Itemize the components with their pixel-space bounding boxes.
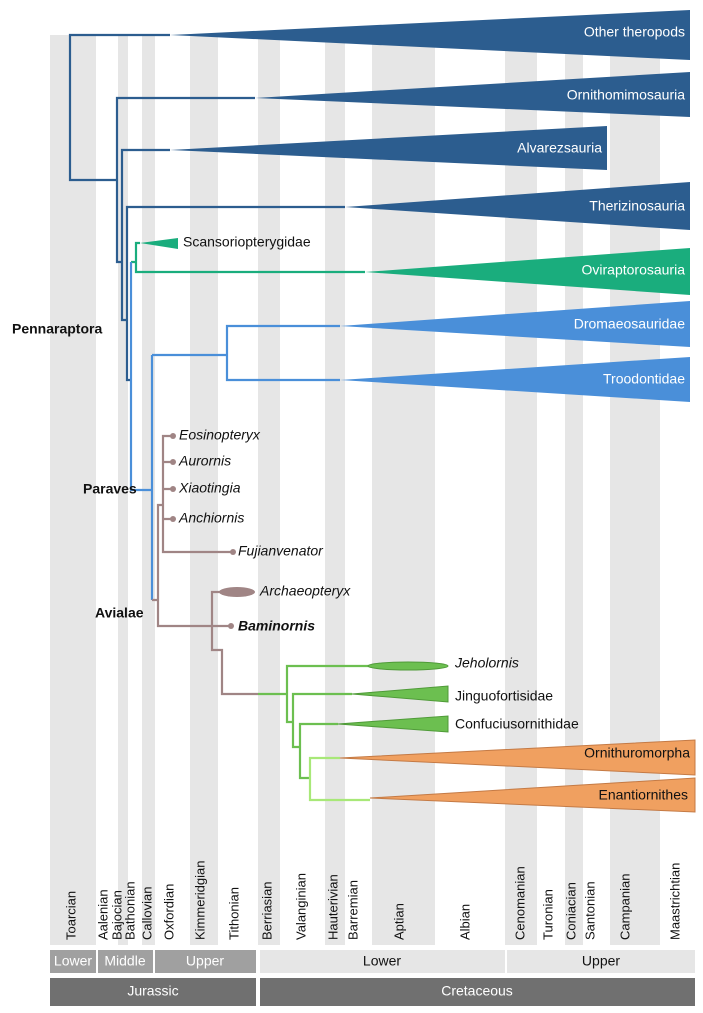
epoch-label: Lower (54, 953, 92, 969)
stage-label: Valanginian (293, 873, 308, 940)
stage-label: Callovian (139, 887, 154, 940)
stage-label: Oxfordian (161, 884, 176, 940)
group-label: Pennaraptora (12, 321, 102, 337)
clade-label: Other theropods (584, 24, 685, 40)
taxon-label: Eosinopteryx (179, 427, 261, 443)
clade-label: Ornithomimosauria (567, 87, 685, 103)
stage-label: Barremian (345, 880, 360, 940)
epoch-label: Upper (186, 953, 224, 969)
stage-label: Aalenian (95, 889, 110, 940)
tree (68, 10, 696, 813)
clade-label: Scansoriopterygidae (183, 234, 311, 250)
clade-label: Troodontidae (603, 371, 685, 387)
stage-label: Cenomanian (512, 866, 527, 940)
stage-label: Albian (457, 904, 472, 940)
stage-label: Santonian (582, 881, 597, 940)
clade-label: Dromaeosauridae (574, 316, 685, 332)
period-label: Jurassic (127, 983, 178, 999)
taxon-label: Aurornis (178, 453, 231, 469)
stage-label: Aptian (391, 903, 406, 940)
stage-label: Campanian (617, 874, 632, 941)
clade-label: Therizinosauria (589, 198, 685, 214)
stage-label: Bathonian (122, 881, 137, 940)
epoch-label: Middle (104, 953, 145, 969)
stage-label: Berriasian (259, 881, 274, 940)
taxon-label: Baminornis (238, 618, 315, 634)
stage-label: Maastrichtian (667, 863, 682, 940)
taxon-label: Fujianvenator (238, 543, 324, 559)
clade-label: Confuciusornithidae (455, 716, 579, 732)
epoch-label: Upper (582, 953, 620, 969)
stage-label: Bajocian (109, 890, 124, 940)
clade-label: Ornithuromorpha (584, 745, 690, 761)
group-label: Paraves (83, 481, 137, 497)
taxon-label: Jeholornis (454, 655, 519, 671)
clade-label: Jinguofortisidae (455, 688, 553, 704)
clade-label: Oviraptorosauria (582, 262, 686, 278)
period-label: Cretaceous (441, 983, 513, 999)
stage-label: Turonian (540, 889, 555, 940)
stage-label: Tithonian (226, 887, 241, 940)
clade-label: Enantiornithes (598, 787, 688, 803)
epoch-label: Lower (363, 953, 401, 969)
clade-label: Alvarezsauria (517, 140, 602, 156)
taxon-label: Anchiornis (178, 510, 244, 526)
period-bars (50, 978, 695, 1006)
stage-label: Kimmeridgian (192, 861, 207, 940)
stage-label: Hauterivian (325, 874, 340, 940)
group-label: Avialae (95, 605, 144, 621)
stage-label: Coniacian (563, 882, 578, 940)
taxon-label: Xiaotingia (178, 480, 241, 496)
stage-label: Toarcian (63, 891, 78, 940)
taxon-label: Archaeopteryx (259, 583, 351, 599)
epoch-bars (50, 950, 695, 973)
